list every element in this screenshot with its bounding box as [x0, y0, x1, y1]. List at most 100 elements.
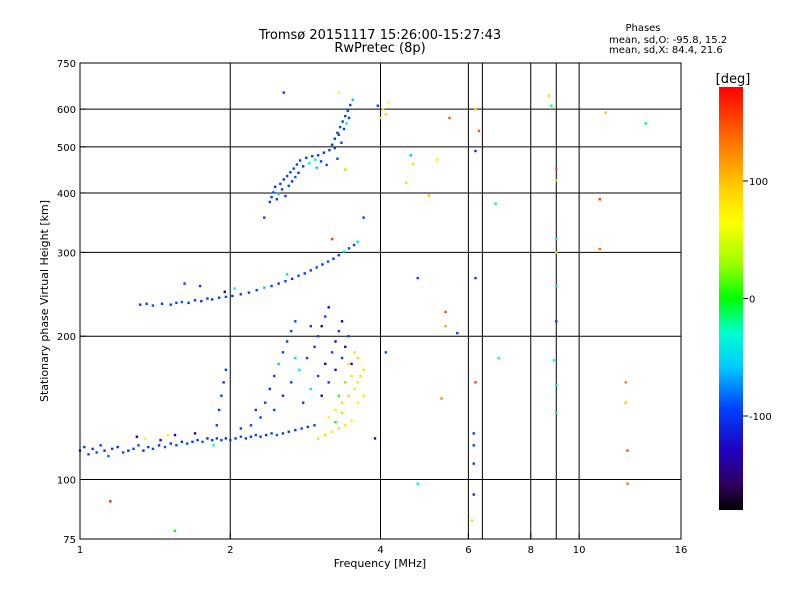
data-point [356, 356, 359, 360]
data-point [273, 374, 276, 378]
data-point [327, 416, 330, 419]
data-point [282, 91, 285, 94]
x-tick-label: 1 [77, 545, 83, 556]
data-point [137, 444, 140, 447]
data-point [306, 425, 309, 429]
data-point [233, 287, 236, 290]
data-point [294, 428, 297, 432]
data-point [362, 368, 365, 372]
x-tick-label: 2 [227, 545, 233, 556]
phases-o-stats: mean, sd,O: -95.8, 15.2 [609, 35, 727, 46]
data-point [215, 424, 219, 427]
grid-lines [80, 63, 681, 539]
data-point [247, 291, 251, 294]
data-point [347, 362, 350, 366]
data-point [337, 91, 341, 94]
data-point [284, 194, 287, 198]
data-point [330, 430, 334, 433]
data-point [91, 447, 94, 451]
y-tick-label: 500 [57, 143, 76, 154]
data-point [290, 329, 293, 333]
data-point [180, 300, 184, 304]
y-tick-label: 200 [57, 332, 76, 343]
data-point [356, 401, 359, 404]
data-point [626, 449, 629, 452]
data-point [315, 166, 318, 169]
data-point [416, 482, 419, 485]
colorbar-tick-label: 0 [749, 295, 755, 306]
data-point [327, 381, 330, 384]
data-point [316, 437, 320, 440]
data-point [353, 351, 356, 354]
data-point [294, 320, 297, 323]
data-point [359, 374, 362, 378]
colorbar [719, 87, 743, 510]
chart-subtitle: RwPretec (8p) [334, 41, 425, 56]
data-point [264, 401, 267, 404]
data-point [231, 294, 234, 298]
data-point [151, 304, 155, 307]
y-axis: 75 100 200 300 400 500 600 750 [57, 59, 86, 546]
data-point [103, 449, 106, 452]
data-point [187, 301, 190, 305]
data-point [132, 447, 135, 451]
data-point [324, 315, 327, 318]
data-point [316, 335, 320, 338]
data-point [255, 288, 258, 292]
data-point [166, 433, 170, 437]
chart-title: Tromsø 20151117 15:26:00-15:27:43 [258, 28, 501, 43]
colorbar-ticks: 100 0 -100 [743, 177, 772, 423]
data-point [598, 198, 601, 201]
data-point [346, 109, 350, 113]
data-point [301, 165, 305, 168]
data-point [294, 175, 297, 179]
data-point [290, 381, 293, 384]
data-point [334, 420, 337, 424]
y-tick-label: 600 [57, 105, 76, 116]
data-point [259, 416, 262, 419]
data-point [604, 111, 607, 114]
data-point [404, 181, 408, 185]
scatter-points [78, 91, 647, 533]
data-point [555, 320, 558, 323]
data-point [314, 158, 317, 161]
data-point [277, 192, 280, 196]
data-point [384, 351, 388, 354]
data-point [309, 387, 312, 391]
data-point [344, 345, 347, 349]
data-point [284, 280, 287, 283]
data-point [287, 184, 290, 188]
data-point [298, 159, 302, 162]
data-point [200, 299, 203, 303]
data-point [277, 282, 280, 285]
data-point [322, 151, 326, 154]
data-point [127, 449, 130, 452]
x-tick-label: 10 [573, 545, 586, 556]
data-point [270, 432, 273, 435]
data-point [336, 157, 339, 160]
data-point [344, 114, 347, 118]
data-point [159, 438, 162, 442]
data-point [456, 331, 459, 335]
data-point [626, 482, 629, 485]
data-point [362, 394, 365, 397]
data-point [340, 320, 344, 323]
data-point [315, 266, 318, 269]
data-point [116, 445, 119, 449]
data-point [224, 295, 228, 299]
x-axis: 1 2 4 6 8 10 16 [77, 533, 687, 556]
data-point [340, 141, 343, 144]
colorbar-tick-label: -100 [749, 412, 772, 423]
data-point [297, 274, 300, 277]
data-point [555, 251, 558, 254]
data-point [333, 146, 337, 150]
data-point [342, 127, 346, 131]
data-point [201, 440, 204, 444]
data-point [121, 451, 125, 454]
data-point [309, 324, 312, 328]
data-point [281, 394, 285, 397]
data-point [334, 340, 337, 343]
y-tick-label: 400 [57, 189, 76, 200]
data-point [285, 340, 289, 343]
data-point [313, 424, 316, 427]
